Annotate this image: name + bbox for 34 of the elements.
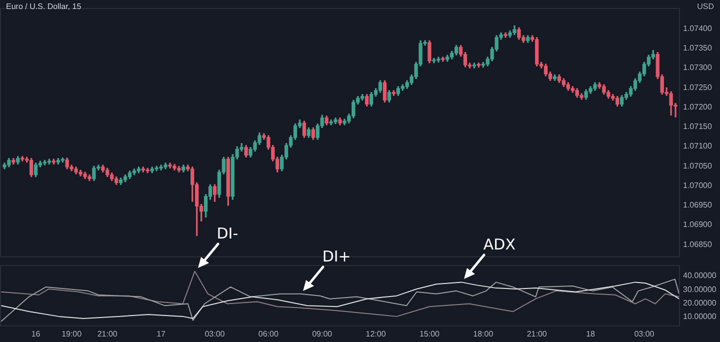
y-tick-label: 1.07300: [683, 63, 712, 72]
x-tick-label: 12:00: [366, 329, 386, 338]
y-tick-label: 1.06850: [683, 240, 712, 249]
x-tick-label: 03:00: [634, 329, 655, 338]
x-tick-label: 18:00: [473, 329, 494, 338]
annotation: DI-: [216, 224, 238, 243]
y-tick-label: 20.00000: [683, 298, 717, 308]
y-axis-title: USD: [697, 2, 714, 11]
y-tick-label: 40.00000: [683, 271, 717, 280]
y-tick-label: 1.07400: [683, 24, 712, 33]
x-tick-label: 21:00: [97, 329, 118, 338]
annotation: ADX: [483, 236, 516, 254]
y-tick-label: 1.07100: [683, 142, 712, 151]
y-tick-label: 1.06950: [683, 200, 712, 210]
x-tick-label: 15:00: [419, 329, 440, 338]
y-tick-label: 1.07000: [683, 180, 712, 190]
y-tick-label: 1.07250: [683, 82, 712, 92]
y-tick-label: 1.07350: [683, 44, 712, 53]
x-tick-label: 21:00: [526, 329, 548, 338]
x-tick-label: 19:00: [62, 329, 82, 338]
x-tick-label: 06:00: [258, 329, 279, 338]
x-tick-label: 09:00: [312, 329, 333, 338]
y-tick-label: 1.06900: [683, 220, 712, 230]
annotation: DI+: [322, 247, 351, 266]
y-tick-label: 1.07050: [683, 161, 712, 170]
y-tick-label: 1.07200: [683, 102, 712, 112]
y-tick-label: 1.07150: [683, 122, 712, 132]
x-tick-label: 17: [156, 329, 166, 338]
x-tick-label: 18: [586, 329, 596, 338]
y-tick-label: 10.00000: [683, 312, 717, 322]
x-tick-label: 16: [31, 329, 41, 338]
y-tick-label: 30.00000: [683, 284, 717, 294]
chart-title: Euro / U.S. Dollar, 15: [6, 2, 82, 11]
x-tick-label: 03:00: [204, 329, 226, 338]
